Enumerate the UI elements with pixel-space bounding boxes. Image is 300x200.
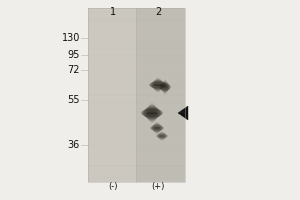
Text: 36: 36 (68, 140, 80, 150)
Ellipse shape (142, 108, 162, 118)
Text: 72: 72 (68, 65, 80, 75)
Ellipse shape (144, 107, 160, 119)
Text: 2: 2 (155, 7, 161, 17)
Ellipse shape (162, 86, 168, 88)
Text: (+): (+) (151, 182, 165, 191)
Ellipse shape (151, 80, 165, 90)
Ellipse shape (152, 123, 161, 133)
Ellipse shape (150, 126, 164, 130)
Ellipse shape (161, 82, 169, 92)
Text: 95: 95 (68, 50, 80, 60)
Ellipse shape (151, 125, 163, 131)
Ellipse shape (152, 124, 162, 132)
Ellipse shape (153, 123, 161, 133)
Ellipse shape (149, 82, 167, 88)
Ellipse shape (152, 80, 164, 90)
Ellipse shape (161, 81, 169, 93)
Ellipse shape (141, 109, 163, 117)
Ellipse shape (152, 79, 164, 91)
Ellipse shape (150, 81, 166, 89)
Ellipse shape (144, 106, 160, 120)
Ellipse shape (160, 83, 170, 91)
Ellipse shape (145, 105, 159, 121)
Ellipse shape (149, 82, 167, 88)
Bar (136, 8, 185, 182)
Ellipse shape (146, 105, 158, 121)
Ellipse shape (157, 133, 167, 139)
Ellipse shape (161, 81, 169, 93)
Ellipse shape (151, 124, 163, 132)
Ellipse shape (158, 132, 166, 140)
Ellipse shape (157, 133, 167, 139)
Ellipse shape (151, 81, 165, 89)
Text: 1: 1 (110, 7, 116, 17)
Ellipse shape (143, 107, 161, 119)
Text: 130: 130 (61, 33, 80, 43)
Bar (88, 8, 136, 182)
Ellipse shape (159, 135, 165, 137)
Ellipse shape (150, 125, 164, 131)
Polygon shape (178, 106, 188, 120)
Ellipse shape (154, 127, 160, 129)
Ellipse shape (146, 104, 158, 122)
Ellipse shape (160, 82, 169, 92)
Ellipse shape (159, 84, 171, 90)
Text: (-): (-) (108, 182, 118, 191)
Ellipse shape (159, 84, 171, 90)
Ellipse shape (142, 108, 162, 118)
Ellipse shape (152, 124, 162, 132)
Ellipse shape (154, 84, 163, 86)
Ellipse shape (162, 80, 168, 94)
Ellipse shape (158, 133, 166, 139)
Ellipse shape (153, 78, 163, 92)
Ellipse shape (160, 83, 170, 91)
Ellipse shape (156, 134, 168, 138)
Ellipse shape (158, 132, 166, 140)
Ellipse shape (156, 134, 168, 138)
Ellipse shape (147, 104, 157, 122)
Ellipse shape (146, 111, 158, 115)
Text: 55: 55 (68, 95, 80, 105)
Ellipse shape (153, 79, 163, 91)
